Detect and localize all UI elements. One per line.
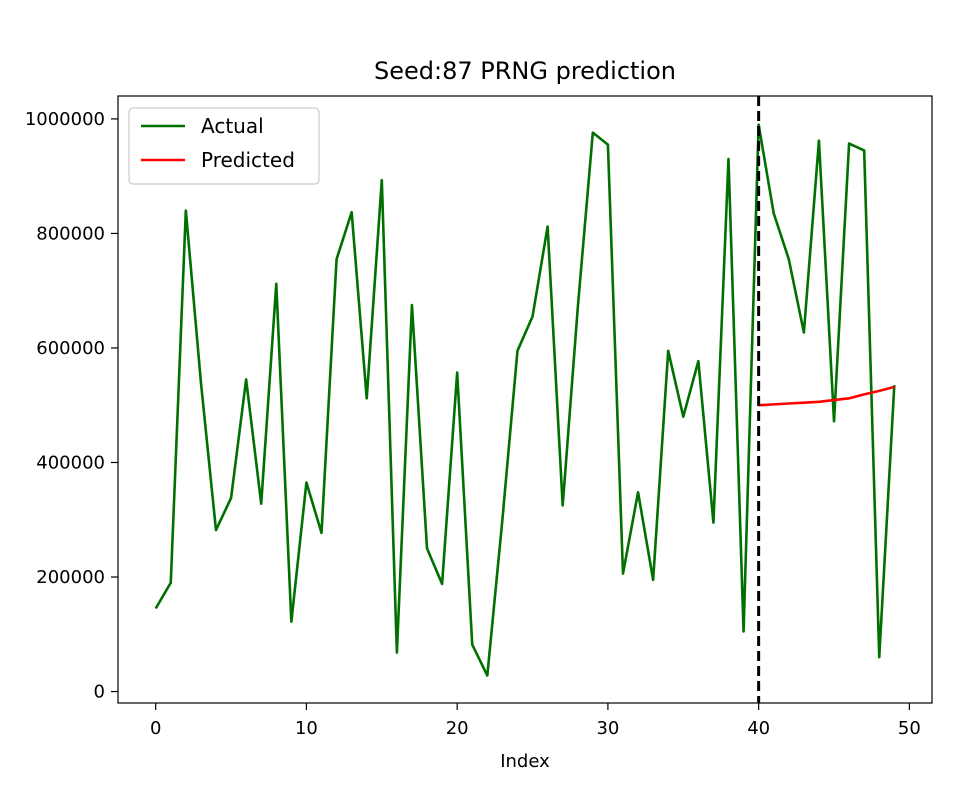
y-tick-label: 600000 (36, 338, 105, 359)
x-tick-label: 20 (446, 718, 469, 739)
y-tick-label: 0 (94, 682, 105, 703)
legend: Actual Predicted (128, 107, 320, 185)
x-tick-label: 50 (898, 718, 921, 739)
x-axis-label: Index (500, 751, 550, 772)
x-tick-label: 10 (295, 718, 318, 739)
y-tick-label: 200000 (36, 567, 105, 588)
legend-label-predicted: Predicted (201, 148, 295, 172)
y-tick-label: 400000 (36, 452, 105, 473)
text-layer: 0 10 20 30 40 50 0 200000 400000 600000 800000 1000… (25, 57, 921, 772)
series-layer (154, 123, 896, 677)
axes-layer (111, 95, 933, 710)
series-line-predicted (758, 385, 895, 407)
chart-title: Seed:87 PRNG prediction (374, 57, 676, 85)
legend-label-actual: Actual (201, 114, 264, 138)
y-tick-label: 800000 (36, 223, 105, 244)
x-tick-label: 30 (596, 718, 619, 739)
x-tick-label: 0 (150, 718, 161, 739)
x-tick-label: 40 (747, 718, 770, 739)
y-tick-label: 1000000 (25, 109, 105, 130)
plot-frame (117, 95, 933, 704)
series-line-actual (154, 123, 896, 677)
